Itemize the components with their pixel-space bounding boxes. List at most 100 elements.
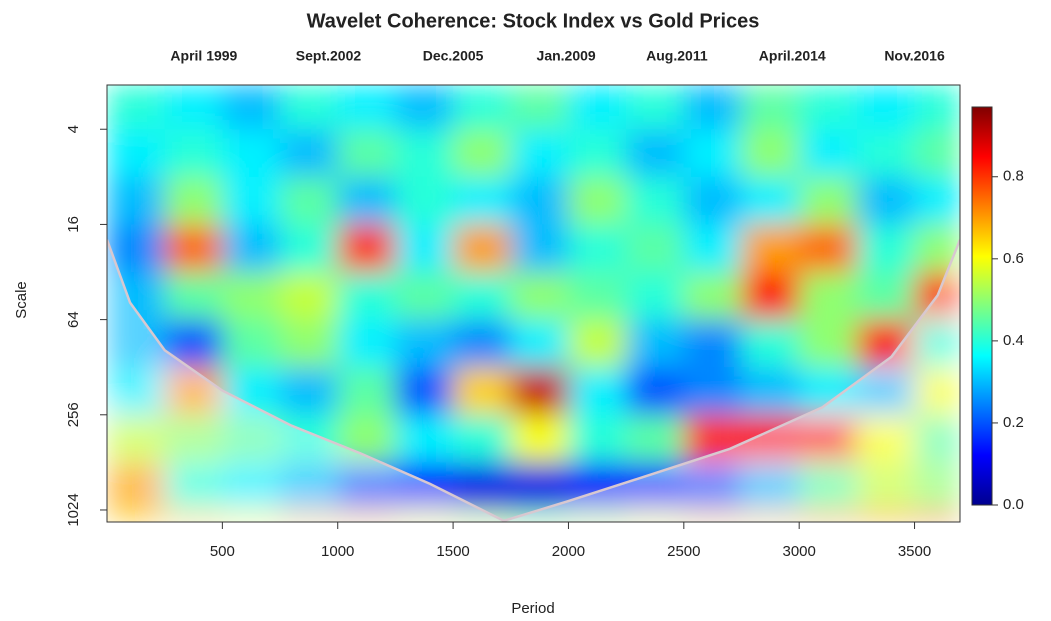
heatmap-cell xyxy=(395,414,454,463)
heatmap-cell xyxy=(453,462,512,511)
heatmap-cell xyxy=(164,367,223,416)
x-tick-label: 3500 xyxy=(898,543,931,560)
heatmap-cell xyxy=(453,414,512,463)
heatmap-cell xyxy=(568,367,627,416)
heatmap-cell xyxy=(107,176,166,225)
colorbar xyxy=(971,106,993,506)
y-tick-label: 64 xyxy=(65,311,82,328)
heatmap-cell xyxy=(741,462,800,511)
heatmap-cell xyxy=(626,367,685,416)
heatmap-cell xyxy=(164,85,223,130)
heatmap-cell xyxy=(568,509,627,522)
y-tick-label: 256 xyxy=(65,402,82,427)
heatmap-cell xyxy=(856,414,916,463)
heatmap-cell xyxy=(337,367,396,416)
heatmap-cell xyxy=(799,462,858,511)
y-axis-title: Scale xyxy=(13,281,30,319)
colorbar-tick-label: 0.4 xyxy=(1003,332,1024,349)
heatmap-cell xyxy=(280,176,339,225)
heatmap-cell xyxy=(914,462,960,511)
x-axis-title: Period xyxy=(511,600,554,617)
heatmap-cell xyxy=(395,85,454,130)
y-tick-label: 4 xyxy=(65,125,82,133)
heatmap-cell xyxy=(222,85,281,130)
heatmap-cell xyxy=(280,462,339,511)
chart-title: Wavelet Coherence: Stock Index vs Gold P… xyxy=(307,10,760,32)
colorbar-tick-label: 0.2 xyxy=(1003,414,1024,431)
heatmap-cell xyxy=(568,414,627,463)
heatmap-cell xyxy=(395,176,454,225)
heatmap-cell xyxy=(510,319,569,368)
heatmap-cell xyxy=(799,85,858,130)
colorbar-tick-label: 0.6 xyxy=(1003,250,1024,267)
heatmap-cell xyxy=(280,224,339,273)
heatmap-cell xyxy=(568,176,627,225)
heatmap-cell xyxy=(914,319,960,368)
heatmap-cell xyxy=(914,509,960,522)
x-tick-label: 1000 xyxy=(321,543,354,560)
y-tick-label: 1024 xyxy=(65,493,82,526)
heatmap-cell xyxy=(337,272,396,321)
heatmap-cell xyxy=(741,319,800,368)
colorbar-tick-label: 0.8 xyxy=(1003,168,1024,185)
heatmap-cell xyxy=(683,224,743,273)
heatmap-cell xyxy=(914,414,960,463)
heatmap-cell xyxy=(568,129,627,178)
colorbar-tick-label: 0.0 xyxy=(1003,496,1024,513)
heatmap-cell xyxy=(107,129,166,178)
heatmap-cell xyxy=(395,224,454,273)
heatmap-cell xyxy=(395,509,454,522)
heatmap-cell xyxy=(510,462,569,511)
heatmap-cells xyxy=(107,85,960,522)
heatmap-cell xyxy=(280,509,339,522)
heatmap-cell xyxy=(453,224,512,273)
heatmap-cell xyxy=(395,319,454,368)
heatmap-cell xyxy=(856,129,916,178)
coi-shade xyxy=(107,239,960,522)
heatmap-cell xyxy=(799,176,858,225)
x-tick-label: 500 xyxy=(210,543,235,560)
heatmap-cell xyxy=(568,272,627,321)
heatmap-cell xyxy=(510,176,569,225)
heatmap-cell xyxy=(856,509,916,522)
heatmap-cell xyxy=(799,319,858,368)
heatmap-cell xyxy=(799,367,858,416)
heatmap-cell xyxy=(799,224,858,273)
heatmap-cell xyxy=(453,129,512,178)
heatmap-cell xyxy=(626,414,685,463)
heatmap-cell xyxy=(626,224,685,273)
heatmap-cell xyxy=(337,224,396,273)
heatmap-cell xyxy=(856,85,916,130)
heatmap-cell xyxy=(164,509,223,522)
heatmap-cell xyxy=(741,176,800,225)
heatmap-cell xyxy=(914,176,960,225)
heatmap-cell xyxy=(222,272,281,321)
heatmap-cell xyxy=(683,129,743,178)
heatmap xyxy=(107,85,960,522)
heatmap-cell xyxy=(510,414,569,463)
heatmap-cell xyxy=(856,224,916,273)
heatmap-cell xyxy=(395,129,454,178)
heatmap-cell xyxy=(626,85,685,130)
heatmap-cell xyxy=(164,272,223,321)
heatmap-cell xyxy=(395,272,454,321)
heatmap-cell xyxy=(683,462,743,511)
heatmap-cell xyxy=(626,129,685,178)
heatmap-cell xyxy=(107,85,166,130)
heatmap-cell xyxy=(741,272,800,321)
heatmap-cell xyxy=(626,319,685,368)
heatmap-cell xyxy=(280,272,339,321)
heatmap-cell xyxy=(337,176,396,225)
heatmap-cell xyxy=(280,367,339,416)
heatmap-cell xyxy=(510,367,569,416)
heatmap-cell xyxy=(280,319,339,368)
heatmap-cell xyxy=(337,319,396,368)
heatmap-cell xyxy=(280,414,339,463)
heatmap-cell xyxy=(914,129,960,178)
heatmap-cell xyxy=(626,462,685,511)
heatmap-cell xyxy=(453,272,512,321)
heatmap-cell xyxy=(164,319,223,368)
heatmap-cell xyxy=(222,414,281,463)
heatmap-cell xyxy=(568,319,627,368)
